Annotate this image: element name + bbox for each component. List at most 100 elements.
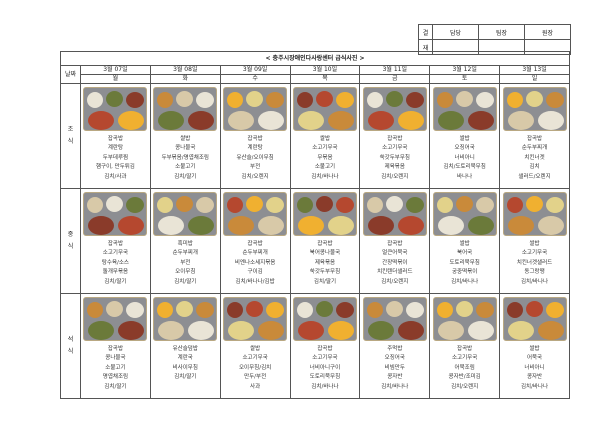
menu-list: 잡곡밥 순두부찌개 치킨너겟 김치 샐러드/오렌지	[500, 135, 569, 182]
meal-photo[interactable]	[223, 87, 288, 131]
meal-cell: 쌀밥 북어국 도토리묵무침 궁중떡볶이 김치/바나나	[429, 188, 501, 294]
menu-list: 쌀밥 북어국 도토리묵무침 궁중떡볶이 김치/바나나	[430, 240, 499, 287]
menu-item: 김치/도토리묵무침	[443, 164, 486, 171]
menu-list: 쌀밥 소고기무국 무볶음 소불고기 김치/바나나	[291, 135, 360, 182]
menu-item: 북어콩나물국	[309, 250, 341, 257]
meal-photo[interactable]	[362, 87, 427, 131]
menu-list: 쌀밥 어묵국 너비아니 콩자반 김치/바나나	[500, 345, 569, 392]
menu-item: 제육볶음	[314, 259, 336, 266]
menu-item: 쌀밥	[250, 346, 261, 352]
menu-item: 잡곡밥	[107, 241, 124, 247]
meal-photo[interactable]	[292, 87, 357, 131]
menu-item: 잡곡밥	[387, 136, 403, 142]
menu-item: 바나나	[457, 173, 473, 180]
menu-item: 오징어국	[384, 355, 405, 362]
meal-photo[interactable]	[153, 297, 218, 341]
meal-photo[interactable]	[83, 87, 148, 131]
menu-item: 오이무침/김치	[239, 364, 272, 371]
menu-item: 쑥갓두부무침	[379, 154, 410, 161]
meal-photo[interactable]	[83, 297, 148, 341]
meal-label: 석 식	[60, 293, 81, 399]
menu-item: 김치/딸기	[174, 278, 197, 285]
menu-item: 잡곡밥	[107, 136, 124, 142]
day-of-week: 수	[219, 74, 291, 84]
day-date: 3월 10일	[289, 65, 361, 75]
day-date: 3월 08일	[149, 65, 221, 75]
meal-photo[interactable]	[502, 297, 567, 341]
menu-item: 콩나물국	[175, 145, 196, 152]
menu-item: 김치/바나나	[451, 278, 479, 285]
meal-photo[interactable]	[362, 297, 427, 341]
day-of-week: 일	[499, 74, 570, 84]
meal-photo[interactable]	[432, 297, 497, 341]
menu-item: 김치/사과	[104, 173, 127, 180]
meal-photo[interactable]	[223, 297, 288, 341]
menu-item: 무볶음	[317, 154, 333, 161]
meal-cell: 쌀밥 소고기무국 무볶음 소불고기 김치/바나나	[289, 83, 361, 189]
menu-item: 소불고기	[175, 164, 196, 171]
menu-item: 비사이무침	[172, 364, 198, 371]
menu-item: 콩나물국	[105, 355, 126, 362]
menu-item: 콩자반/조미김	[448, 374, 481, 381]
meal-cell: 쌀밥 소고기무국 오이무침/김치 만두/부전 사과	[219, 293, 291, 399]
meal-label: 조 식	[60, 83, 81, 189]
menu-list: 쌀밥 소고기무국 치킨너겟샐러드 동그랑땡 김치/바나나	[500, 240, 569, 287]
menu-item: 오이무침	[175, 269, 196, 276]
menu-list: 흑미밥 순두부찌개 부전 오이무침 김치/딸기	[151, 240, 220, 287]
meal-photo[interactable]	[223, 192, 288, 236]
day-of-week: 토	[429, 74, 501, 84]
menu-item: 두부데루찜	[102, 154, 129, 161]
menu-item: 흑미밥	[177, 241, 193, 247]
menu-item: 잡곡밥	[247, 136, 263, 142]
menu-item: 북어국	[457, 250, 473, 257]
menu-item: 김치/바나나	[311, 383, 339, 390]
menu-item: 얼큰어묵국	[382, 250, 408, 257]
meal-photo[interactable]	[292, 192, 357, 236]
menu-item: 순두부찌개	[242, 250, 268, 257]
meal-cell: 쌀밥 어묵국 너비아니 콩자반 김치/바나나	[499, 293, 570, 399]
menu-item: 김치/딸기	[104, 383, 127, 390]
menu-item: 김치/딸기	[104, 278, 127, 285]
meal-photo[interactable]	[292, 297, 357, 341]
meal-photo[interactable]	[432, 192, 497, 236]
menu-item: 간장떡볶이	[382, 259, 408, 266]
menu-item: 김치/오렌지	[451, 383, 479, 390]
menu-item: 너비아니	[454, 154, 475, 161]
menu-item: 잡곡밥	[317, 346, 333, 352]
meal-photo[interactable]	[432, 87, 497, 131]
meal-photo[interactable]	[153, 192, 218, 236]
meal-photo[interactable]	[362, 192, 427, 236]
menu-list: 잡곡밥 소고기무국 너비아니구이 도토리묵무침 김치/바나나	[291, 345, 360, 392]
menu-item: 돌개무볶음	[102, 269, 129, 276]
approval-label: 결	[418, 24, 433, 40]
meal-cell: 쌀밥 소고기무국 치킨너겟샐러드 동그랑땡 김치/바나나	[499, 188, 570, 294]
menu-item: 소고기무국	[521, 250, 548, 257]
menu-item: 소고기무국	[102, 250, 129, 257]
menu-item: 부전	[250, 164, 261, 171]
menu-item: 계란국	[177, 355, 193, 362]
menu-item: 비엔나소세지볶음	[234, 259, 276, 266]
meal-cell: 잡곡밥 콩나물국 소불고기 명엽채조림 김치/딸기	[80, 293, 151, 399]
meal-photo[interactable]	[153, 87, 218, 131]
meal-cell: 잡곡밥 소고기무국 쑥갓두부무침 제육볶음 김치/오렌지	[359, 83, 431, 189]
menu-item: 잡곡밥	[107, 346, 124, 352]
meal-cell: 유산슬덮밥 계란국 비사이무침 김치/딸기	[149, 293, 221, 399]
menu-item: 너비아니구이	[309, 364, 341, 371]
menu-item: 쌀밥	[459, 136, 470, 142]
menu-item: 쌀밥	[319, 136, 331, 142]
menu-item: 김치/바나나	[520, 383, 549, 390]
menu-item: 쌀밥	[180, 136, 191, 142]
menu-item: 계란탕	[247, 145, 263, 152]
meal-photo-table: < 충주시장애인다사랑센터 급식사진 > 날짜 3월 07일 3월 08일 3월 09…	[60, 51, 570, 399]
menu-list: 잡곡밥 소고기무국 탕수육/소스 돌개무볶음 김치/딸기	[81, 240, 150, 287]
menu-item: 소고기무국	[382, 145, 408, 152]
menu-item: 쌀밥	[459, 241, 470, 247]
menu-item: 김치/딸기	[313, 278, 336, 285]
meal-photo[interactable]	[502, 87, 567, 131]
menu-item: 소고기무국	[451, 355, 478, 362]
menu-list: 잡곡밥 북어콩나물국 제육볶음 쑥갓두부무침 김치/딸기	[291, 240, 360, 287]
meal-cell: 잡곡밥 순두부찌개 비엔나소세지볶음 구이김 김치/바나나/김밥	[219, 188, 291, 294]
day-date: 3월 09일	[219, 65, 291, 75]
meal-photo[interactable]	[83, 192, 148, 236]
meal-photo[interactable]	[502, 192, 567, 236]
